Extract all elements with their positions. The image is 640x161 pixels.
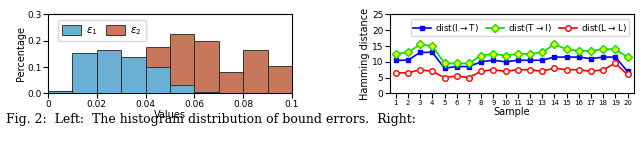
dist(I$\rightarrow$T) (575, 56, 582, 58)
dist(I$\rightarrow$T) (611, 56, 619, 58)
dist(T$\rightarrow$I) (575, 50, 582, 52)
dist(T$\rightarrow$I) (587, 50, 595, 52)
Bar (97, 67, 121, 93)
dist(I$\rightarrow$T) (587, 58, 595, 60)
dist(L$\rightarrow$L) (599, 69, 607, 71)
dist(I$\rightarrow$T) (428, 51, 436, 53)
dist(L$\rightarrow$L) (416, 69, 424, 71)
dist(L$\rightarrow$L) (514, 69, 522, 71)
dist(L$\rightarrow$L) (490, 69, 497, 71)
Line: dist(L$\rightarrow$L): dist(L$\rightarrow$L) (393, 61, 630, 80)
Bar (145, 67, 170, 93)
dist(L$\rightarrow$L) (563, 69, 570, 71)
Bar (121, 57, 146, 93)
dist(T$\rightarrow$I) (477, 55, 485, 57)
dist(I$\rightarrow$T) (404, 59, 412, 61)
dist(I$\rightarrow$T) (453, 66, 461, 67)
Y-axis label: Hamming distance: Hamming distance (360, 8, 371, 100)
dist(L$\rightarrow$L) (453, 75, 461, 77)
Bar (48, 91, 72, 93)
dist(I$\rightarrow$T) (563, 56, 570, 58)
dist(L$\rightarrow$L) (587, 70, 595, 72)
Bar (121, 67, 146, 93)
dist(T$\rightarrow$I) (550, 43, 558, 45)
Bar (243, 50, 268, 93)
dist(L$\rightarrow$L) (441, 77, 449, 79)
dist(T$\rightarrow$I) (404, 51, 412, 53)
dist(L$\rightarrow$L) (404, 72, 412, 74)
Line: dist(T$\rightarrow$I): dist(T$\rightarrow$I) (393, 42, 630, 66)
dist(L$\rightarrow$L) (550, 67, 558, 69)
Text: Fig. 2:  Left:  The histogram distribution of bound errors.  Right:: Fig. 2: Left: The histogram distribution… (6, 113, 416, 126)
dist(I$\rightarrow$T) (502, 61, 509, 63)
Bar (195, 41, 219, 93)
dist(L$\rightarrow$L) (465, 77, 473, 79)
dist(T$\rightarrow$I) (428, 45, 436, 47)
dist(L$\rightarrow$L) (575, 69, 582, 71)
dist(T$\rightarrow$I) (538, 51, 546, 53)
dist(T$\rightarrow$I) (611, 48, 619, 50)
Bar (48, 91, 72, 93)
dist(I$\rightarrow$T) (538, 59, 546, 61)
dist(T$\rightarrow$I) (563, 48, 570, 50)
Legend: $\epsilon_1$, $\epsilon_2$: $\epsilon_1$, $\epsilon_2$ (58, 20, 146, 42)
dist(I$\rightarrow$T) (550, 56, 558, 58)
dist(I$\rightarrow$T) (441, 67, 449, 69)
Y-axis label: Percentage: Percentage (16, 26, 26, 81)
dist(I$\rightarrow$T) (514, 59, 522, 61)
dist(L$\rightarrow$L) (477, 70, 485, 72)
dist(L$\rightarrow$L) (392, 72, 399, 74)
dist(L$\rightarrow$L) (428, 70, 436, 72)
dist(I$\rightarrow$T) (623, 70, 631, 72)
dist(L$\rightarrow$L) (502, 70, 509, 72)
dist(T$\rightarrow$I) (514, 53, 522, 55)
dist(T$\rightarrow$I) (416, 43, 424, 45)
Bar (97, 50, 121, 93)
dist(I$\rightarrow$T) (416, 51, 424, 53)
dist(L$\rightarrow$L) (526, 69, 534, 71)
Legend: dist(I$\rightarrow$T), dist(T$\rightarrow$I), dist(L$\rightarrow$L): dist(I$\rightarrow$T), dist(T$\rightarro… (411, 19, 629, 36)
dist(I$\rightarrow$T) (477, 61, 485, 63)
dist(I$\rightarrow$T) (526, 59, 534, 61)
X-axis label: Sample: Sample (493, 107, 530, 117)
X-axis label: Values: Values (154, 110, 186, 120)
dist(T$\rightarrow$I) (441, 62, 449, 64)
dist(T$\rightarrow$I) (490, 53, 497, 55)
dist(T$\rightarrow$I) (599, 48, 607, 50)
dist(T$\rightarrow$I) (465, 62, 473, 64)
Bar (72, 53, 97, 93)
Bar (195, 92, 219, 93)
dist(T$\rightarrow$I) (453, 62, 461, 64)
Bar (170, 85, 195, 93)
Bar (170, 34, 195, 93)
dist(I$\rightarrow$T) (490, 59, 497, 61)
Bar (145, 47, 170, 93)
Bar (72, 88, 97, 93)
dist(I$\rightarrow$T) (465, 66, 473, 67)
dist(L$\rightarrow$L) (611, 62, 619, 64)
dist(T$\rightarrow$I) (526, 53, 534, 55)
dist(T$\rightarrow$I) (502, 55, 509, 57)
dist(T$\rightarrow$I) (392, 53, 399, 55)
dist(L$\rightarrow$L) (538, 70, 546, 72)
Line: dist(I$\rightarrow$T): dist(I$\rightarrow$T) (393, 50, 630, 74)
dist(I$\rightarrow$T) (599, 56, 607, 58)
dist(L$\rightarrow$L) (623, 73, 631, 75)
Bar (219, 72, 243, 93)
dist(T$\rightarrow$I) (623, 56, 631, 58)
dist(I$\rightarrow$T) (392, 59, 399, 61)
Bar (268, 66, 292, 93)
